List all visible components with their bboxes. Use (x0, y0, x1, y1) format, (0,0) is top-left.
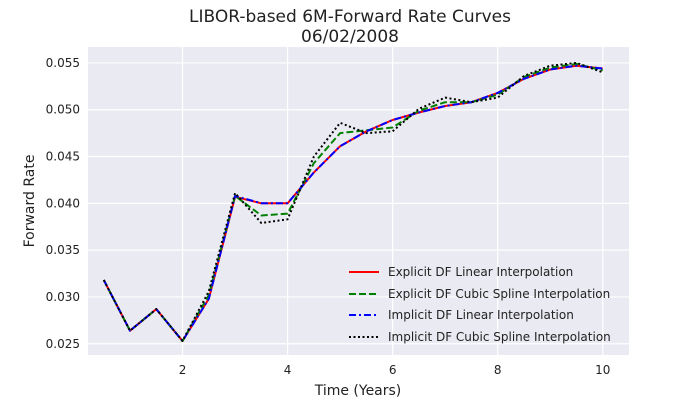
legend-label: Explicit DF Linear Interpolation (388, 265, 573, 279)
legend-label: Implicit DF Linear Interpolation (388, 308, 574, 322)
x-axis-ticks: 2 4 6 8 10 (179, 363, 611, 377)
y-tick-label: 0.045 (46, 150, 80, 164)
x-tick-label: 4 (284, 363, 292, 377)
y-tick-label: 0.025 (46, 337, 80, 351)
x-tick-label: 10 (595, 363, 610, 377)
plot-area (88, 47, 629, 355)
x-axis-label: Time (Years) (314, 383, 402, 399)
legend: Explicit DF Linear Interpolation Explici… (349, 265, 611, 344)
x-tick-label: 6 (389, 363, 397, 377)
legend-entry: Explicit DF Linear Interpolation (349, 265, 573, 279)
chart-subtitle: 06/02/2008 (301, 27, 399, 47)
series-lines (102, 61, 604, 342)
y-tick-label: 0.035 (46, 243, 80, 257)
y-tick-label: 0.040 (46, 196, 80, 210)
series-line-4 (102, 61, 604, 342)
legend-entry: Implicit DF Linear Interpolation (349, 308, 574, 322)
y-axis-ticks: 0.025 0.030 0.035 0.040 0.045 0.050 0.055 (46, 56, 80, 351)
x-tick-label: 8 (494, 363, 502, 377)
legend-entry: Explicit DF Cubic Spline Interpolation (349, 287, 610, 301)
y-axis-label: Forward Rate (22, 155, 38, 248)
y-tick-label: 0.030 (46, 290, 80, 304)
y-tick-label: 0.050 (46, 103, 80, 117)
legend-label: Explicit DF Cubic Spline Interpolation (388, 287, 610, 301)
grid-lines (88, 47, 629, 355)
legend-entry: Implicit DF Cubic Spline Interpolation (349, 330, 611, 344)
y-tick-label: 0.055 (46, 56, 80, 70)
legend-label: Implicit DF Cubic Spline Interpolation (388, 330, 611, 344)
chart-title: LIBOR-based 6M-Forward Rate Curves (189, 7, 511, 27)
x-tick-label: 2 (179, 363, 187, 377)
